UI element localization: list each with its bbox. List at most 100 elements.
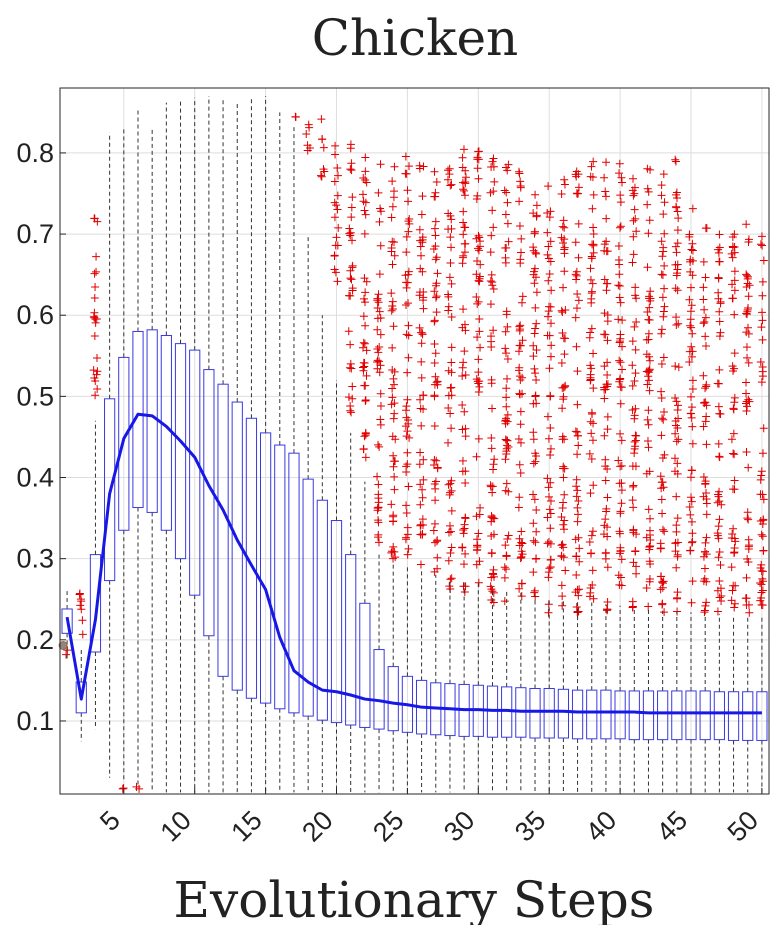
outlier-marker bbox=[474, 434, 483, 443]
outlier-marker bbox=[657, 325, 666, 334]
outlier-marker bbox=[331, 241, 340, 250]
box bbox=[713, 691, 725, 741]
outlier-marker bbox=[559, 216, 568, 225]
outlier-marker bbox=[389, 462, 398, 471]
outlier-marker bbox=[673, 538, 682, 547]
outlier-marker bbox=[546, 555, 555, 564]
box bbox=[387, 666, 399, 732]
outlier-marker bbox=[571, 238, 580, 247]
outlier-marker bbox=[574, 441, 583, 450]
outlier-marker bbox=[559, 334, 568, 343]
box bbox=[330, 520, 343, 724]
outlier-marker bbox=[346, 266, 355, 275]
outlier-marker bbox=[643, 200, 652, 209]
outlier-marker bbox=[659, 210, 668, 219]
outlier-marker bbox=[501, 417, 510, 426]
box bbox=[61, 608, 73, 634]
outlier-marker bbox=[447, 383, 456, 392]
outlier-marker bbox=[560, 175, 569, 184]
outlier-marker bbox=[374, 516, 383, 525]
outlier-marker bbox=[447, 215, 456, 224]
outlier-marker bbox=[346, 231, 355, 240]
outlier-marker bbox=[419, 288, 428, 297]
box bbox=[174, 343, 187, 560]
outlier-marker bbox=[403, 186, 412, 195]
outlier-marker bbox=[660, 302, 669, 311]
outlier-marker bbox=[532, 376, 541, 385]
outlier-marker bbox=[656, 472, 665, 481]
outlier-marker bbox=[503, 166, 512, 175]
axes-frame bbox=[59, 87, 770, 795]
outlier-marker bbox=[488, 278, 497, 287]
outlier-marker bbox=[700, 317, 709, 326]
outlier-marker bbox=[530, 227, 539, 236]
outlier-marker bbox=[742, 309, 751, 318]
outlier-marker bbox=[715, 365, 724, 374]
outlier-marker bbox=[701, 601, 710, 610]
outlier-marker bbox=[529, 459, 538, 468]
outlier-marker bbox=[404, 544, 413, 553]
outlier-marker bbox=[642, 583, 651, 592]
outlier-marker bbox=[458, 543, 467, 552]
outlier-marker bbox=[728, 586, 737, 595]
outlier-marker bbox=[615, 580, 624, 589]
outlier-marker bbox=[514, 347, 523, 356]
outlier-marker bbox=[389, 322, 398, 331]
outlier-marker bbox=[688, 256, 697, 265]
outlier-marker bbox=[575, 557, 584, 566]
outlier-marker bbox=[573, 367, 582, 376]
outlier-marker bbox=[572, 342, 581, 351]
outlier-marker bbox=[713, 607, 722, 616]
outlier-marker bbox=[389, 187, 398, 196]
outlier-marker bbox=[515, 541, 524, 550]
outlier-marker bbox=[359, 312, 368, 321]
outlier-marker bbox=[361, 153, 370, 162]
outlier-marker bbox=[459, 218, 468, 227]
outlier-marker bbox=[603, 358, 612, 367]
outlier-marker bbox=[701, 273, 710, 282]
outlier-marker bbox=[589, 223, 598, 232]
outlier-marker bbox=[616, 191, 625, 200]
outlier-marker bbox=[571, 427, 580, 436]
outlier-marker bbox=[715, 593, 724, 602]
outlier-marker bbox=[445, 164, 454, 173]
outlier-marker bbox=[475, 557, 484, 566]
outlier-marker bbox=[416, 404, 425, 413]
outlier-marker bbox=[603, 336, 612, 345]
outlier-marker bbox=[431, 372, 440, 381]
outlier-marker bbox=[615, 356, 624, 365]
outlier-marker bbox=[514, 503, 523, 512]
outlier-marker bbox=[628, 462, 637, 471]
outlier-marker bbox=[501, 344, 510, 353]
outlier-marker bbox=[560, 235, 569, 244]
outlier-marker bbox=[757, 323, 766, 332]
outlier-marker bbox=[644, 187, 653, 196]
x-tick-label: 35 bbox=[509, 805, 551, 847]
outlier-marker bbox=[688, 439, 697, 448]
outlier-marker bbox=[573, 427, 582, 436]
outlier-marker bbox=[686, 409, 695, 418]
outlier-marker bbox=[687, 493, 696, 502]
outlier-marker bbox=[333, 171, 342, 180]
outlier-marker bbox=[503, 322, 512, 331]
outlier-marker bbox=[614, 456, 623, 465]
outlier-marker bbox=[516, 183, 525, 192]
outlier-marker bbox=[586, 489, 595, 498]
outlier-marker bbox=[473, 164, 482, 173]
outlier-marker bbox=[642, 350, 651, 359]
outlier-marker bbox=[573, 517, 582, 526]
outlier-marker bbox=[586, 375, 595, 384]
outlier-marker bbox=[573, 400, 582, 409]
outlier-marker bbox=[660, 261, 669, 270]
outlier-marker bbox=[544, 434, 553, 443]
outlier-marker bbox=[360, 362, 369, 371]
outlier-marker bbox=[660, 229, 669, 238]
outlier-marker bbox=[757, 530, 766, 539]
outlier-marker bbox=[544, 307, 553, 316]
outlier-marker bbox=[574, 591, 583, 600]
outlier-marker bbox=[673, 226, 682, 235]
outlier-marker bbox=[90, 373, 99, 382]
outlier-marker bbox=[475, 315, 484, 324]
outlier-marker bbox=[461, 178, 470, 187]
outlier-marker bbox=[517, 527, 526, 536]
